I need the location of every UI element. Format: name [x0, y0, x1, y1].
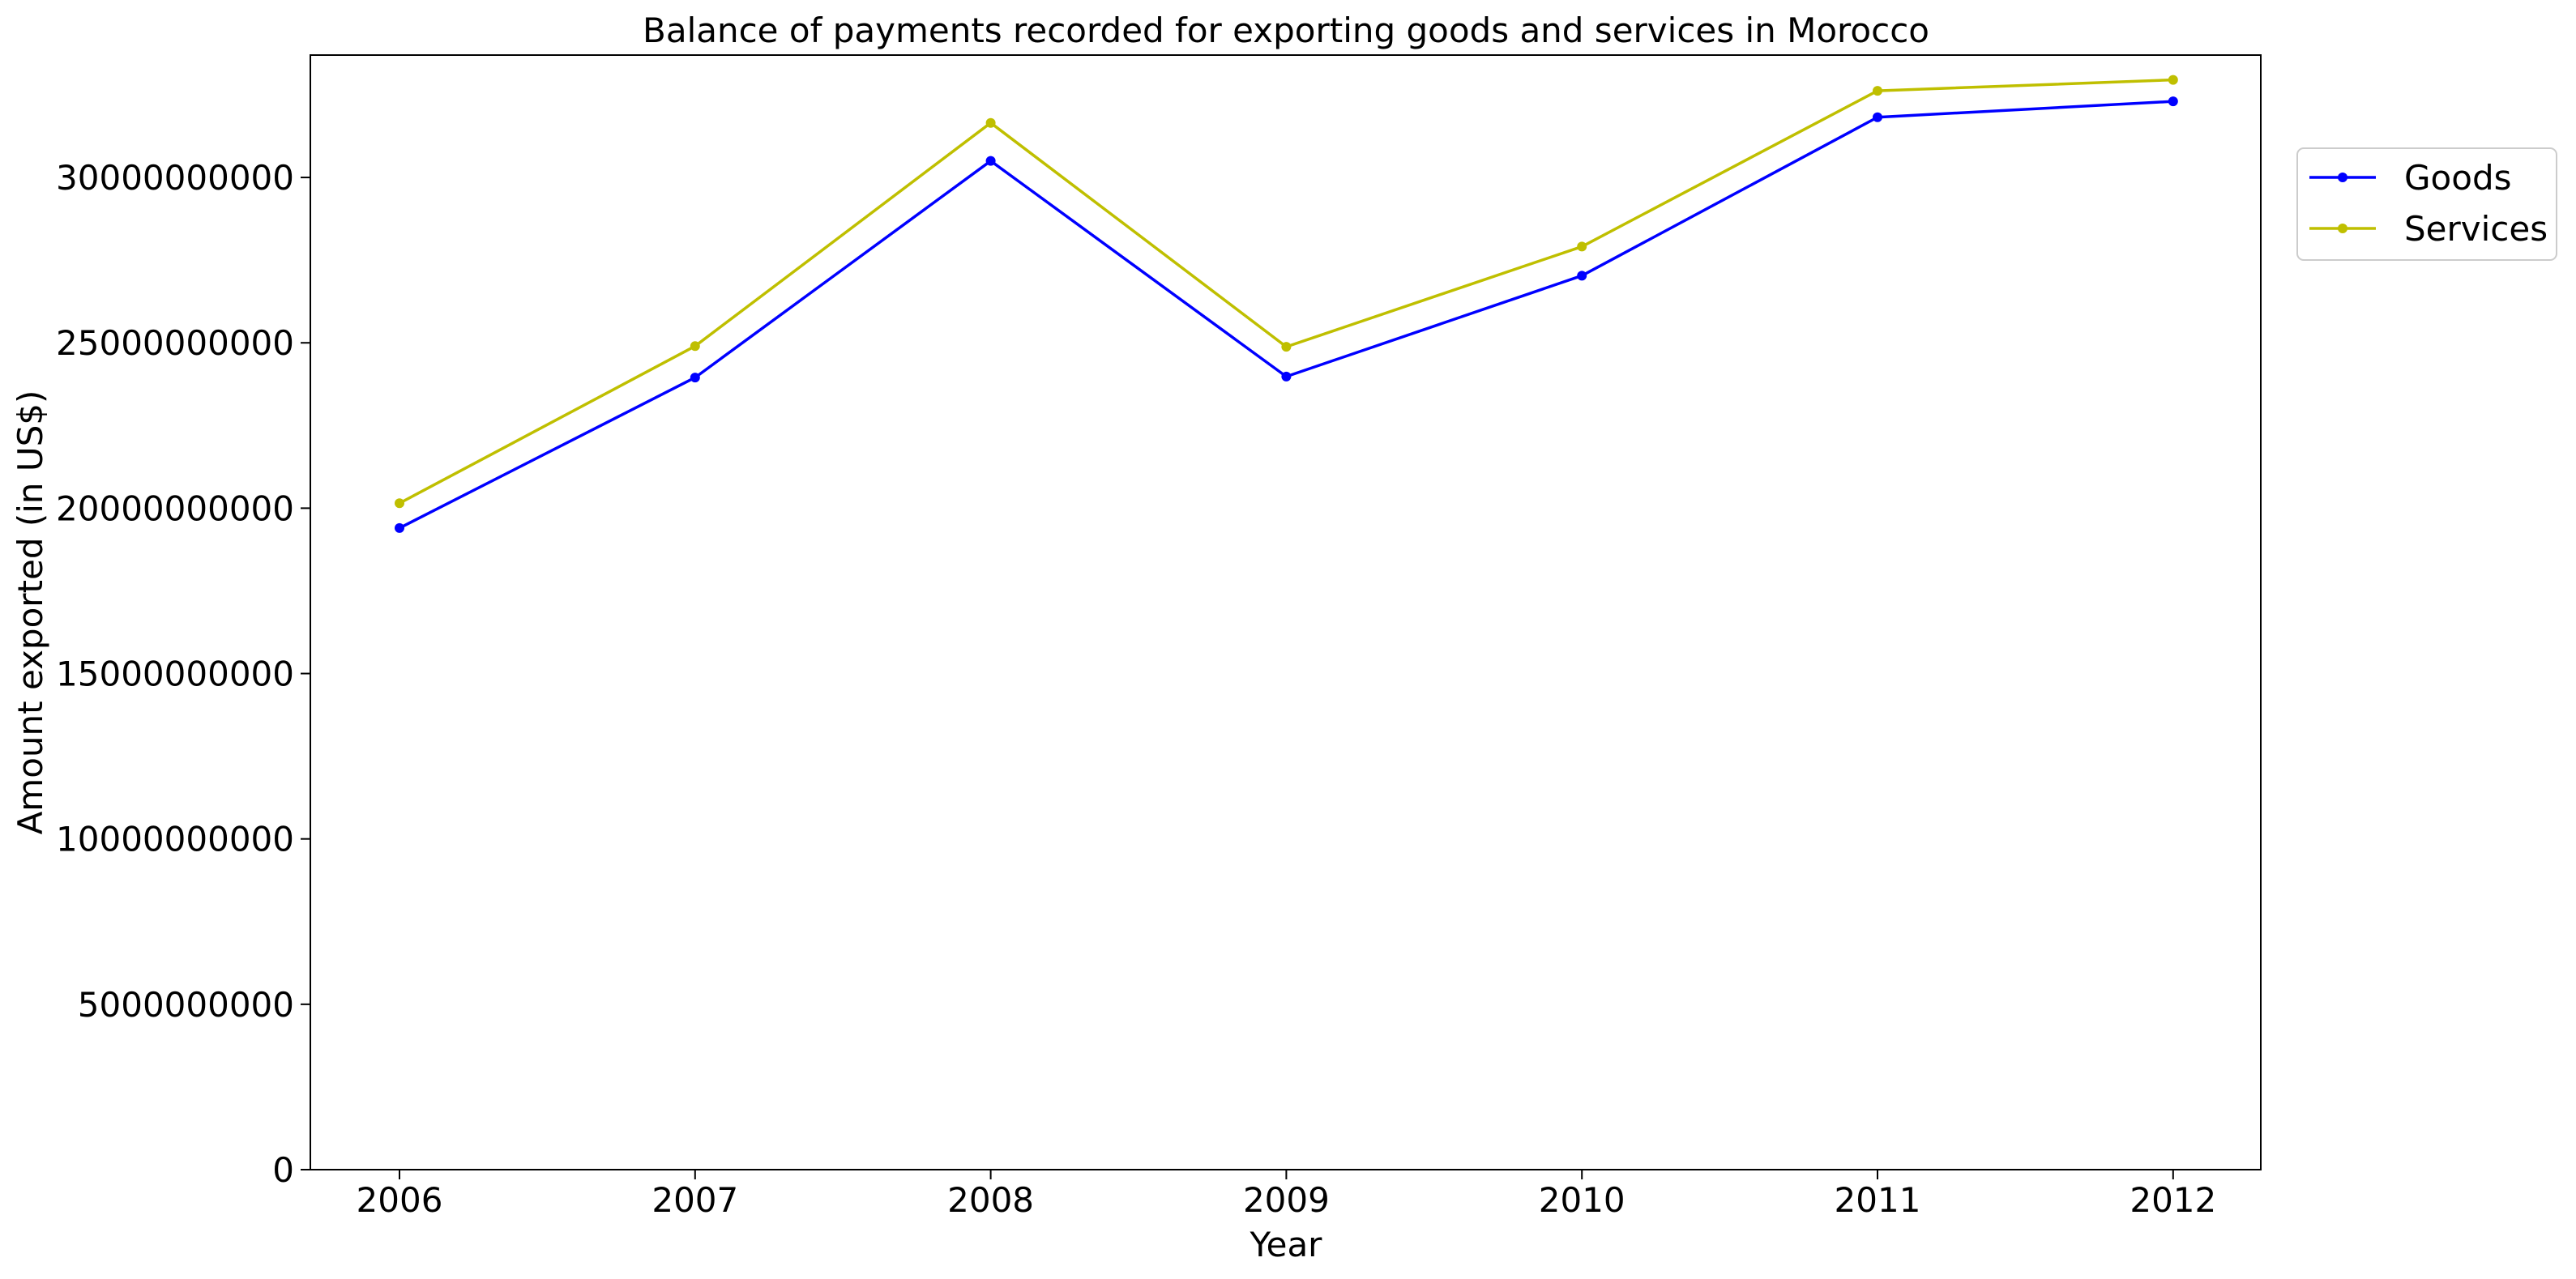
- legend-marker-goods: [2338, 173, 2347, 182]
- data-point-services: [985, 117, 996, 128]
- x-axis-ticks: 2006 2007 2008 2009 2010 2011 2012: [357, 1170, 2216, 1220]
- x-tick-label: 2009: [1243, 1180, 1330, 1220]
- x-tick-label: 2012: [2130, 1180, 2216, 1220]
- y-axis-ticks: 0 5000000000 10000000000 15000000000 2000000…: [56, 158, 310, 1190]
- plot-frame: [310, 54, 2262, 1170]
- x-tick-label: 2006: [357, 1180, 443, 1220]
- data-point-goods: [1281, 371, 1292, 382]
- y-tick-label: 30000000000: [56, 158, 294, 198]
- data-point-services: [1873, 86, 1882, 96]
- data-point-goods: [985, 156, 996, 166]
- data-point-goods: [1577, 271, 1587, 281]
- y-tick-label: 20000000000: [56, 488, 294, 528]
- chart-title: Balance of payments recorded for exporti…: [643, 11, 1929, 50]
- data-point-goods: [395, 522, 404, 533]
- x-axis-label: Year: [1250, 1225, 1323, 1264]
- data-point-goods: [690, 373, 700, 383]
- data-point-services: [395, 498, 404, 509]
- data-point-goods: [2168, 96, 2178, 107]
- series-layer: [395, 75, 2178, 533]
- x-tick-label: 2010: [1539, 1180, 1625, 1220]
- y-tick-label: 10000000000: [56, 820, 294, 859]
- data-point-services: [1577, 241, 1587, 252]
- legend: Goods Services: [2296, 147, 2557, 261]
- x-tick-label: 2011: [1835, 1180, 1921, 1220]
- y-axis-label: Amount exported (in US$): [11, 390, 50, 835]
- legend-label-goods: Goods: [2404, 158, 2511, 198]
- data-point-services: [690, 341, 700, 352]
- y-tick-label: 15000000000: [56, 654, 294, 694]
- legend-label-services: Services: [2404, 209, 2548, 249]
- data-point-goods: [1873, 112, 1882, 122]
- y-tick-label: 5000000000: [78, 985, 294, 1025]
- data-point-services: [1281, 342, 1292, 352]
- legend-marker-services: [2338, 224, 2347, 233]
- x-tick-label: 2007: [651, 1180, 738, 1220]
- data-point-services: [2168, 75, 2178, 85]
- y-tick-label: 25000000000: [56, 323, 294, 363]
- y-tick-label: 0: [272, 1150, 294, 1190]
- x-tick-label: 2008: [947, 1180, 1034, 1220]
